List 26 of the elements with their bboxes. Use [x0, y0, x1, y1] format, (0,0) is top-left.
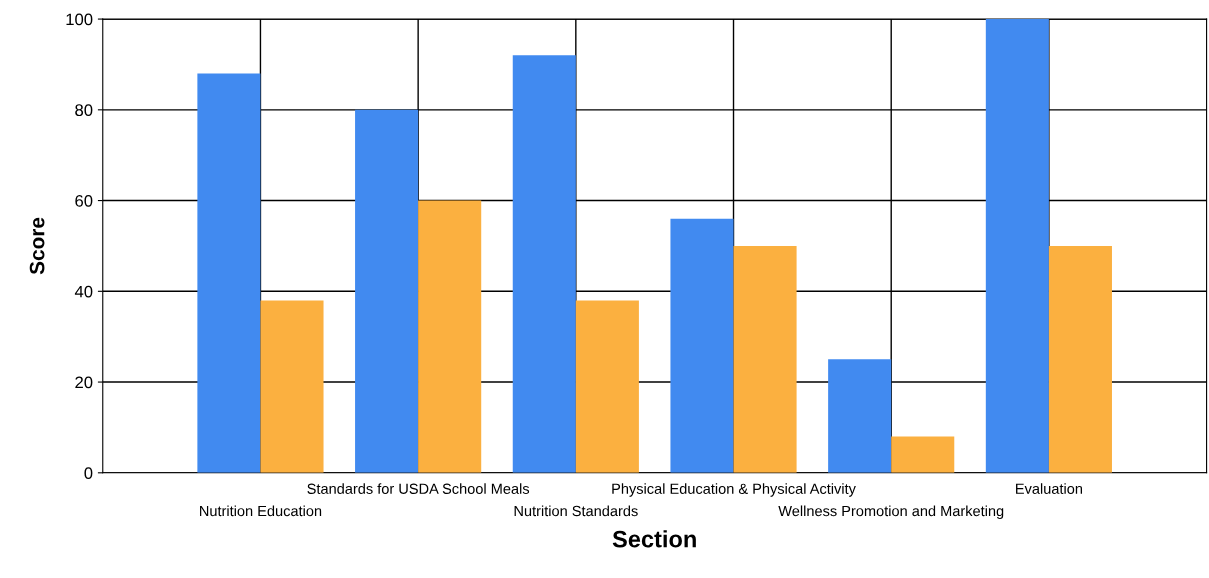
- bar: [985, 19, 1049, 473]
- bar: [512, 55, 576, 473]
- bar: [670, 218, 734, 473]
- x-tick-label: Nutrition Education: [200, 505, 322, 517]
- y-tick-label: 20: [75, 376, 93, 389]
- bar: [197, 73, 261, 473]
- bar: [891, 436, 955, 473]
- y-tick-label: 0: [84, 467, 93, 480]
- y-tick-label: 60: [75, 194, 93, 207]
- x-tick-label: Wellness Promotion and Marketing: [778, 505, 1004, 520]
- bar: [355, 109, 419, 473]
- bar: [733, 245, 797, 473]
- y-tick-label: 100: [66, 13, 93, 26]
- x-tick-label: Evaluation: [1016, 483, 1082, 494]
- y-tick-label: 80: [75, 104, 93, 117]
- x-tick-label: Standards for USDA School Meals: [307, 483, 530, 494]
- bar: [418, 200, 482, 473]
- x-axis-title: Section: [612, 530, 696, 548]
- bar: [1048, 245, 1112, 473]
- x-tick-label: Nutrition Standards: [514, 505, 638, 517]
- y-tick-label: 40: [74, 285, 93, 298]
- bar: [828, 359, 892, 473]
- y-axis-title: Score: [29, 217, 45, 275]
- x-tick-label: Physical Education & Physical Activity: [612, 483, 856, 497]
- bar: [260, 300, 324, 473]
- bar: [575, 300, 639, 473]
